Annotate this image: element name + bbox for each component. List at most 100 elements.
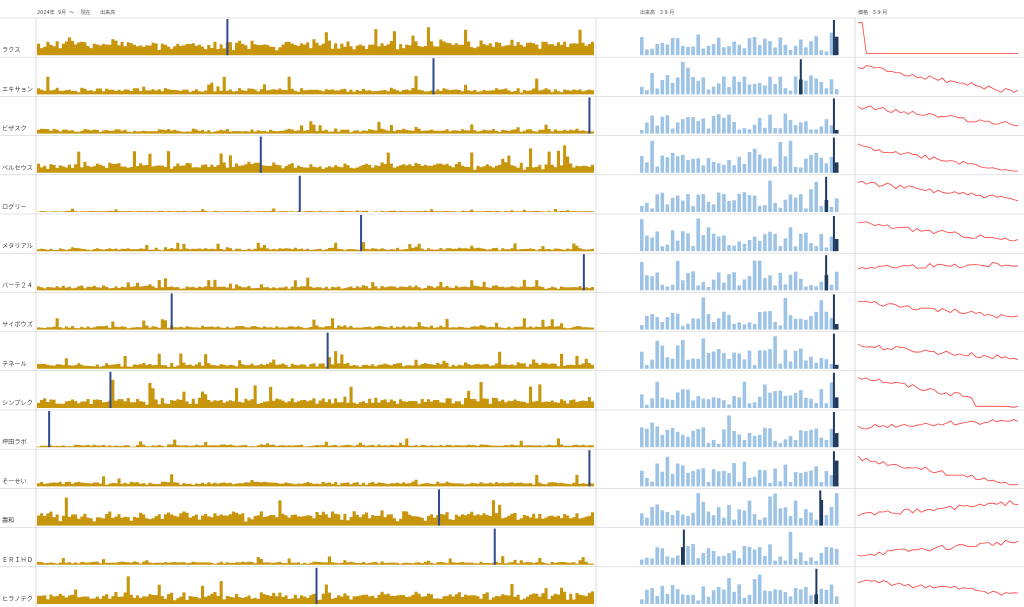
daily-volume-header: 2024年 9月 ～ 現在 出来高: [37, 10, 116, 16]
monthly-volume-bar: [691, 358, 695, 369]
row-label-7: サイボウズ: [2, 321, 33, 329]
price-line: [857, 343, 1019, 361]
monthly-volume-bar: [716, 587, 721, 604]
monthly-volume-bar: [655, 340, 659, 369]
monthly-volume-bar: [742, 510, 747, 526]
monthly-volume-bar: [799, 167, 803, 173]
monthly-volume-bar: [675, 122, 680, 134]
monthly-volume-bar: [763, 350, 767, 369]
monthly-volume-bar: [824, 359, 829, 369]
monthly-volume-bar: [773, 391, 777, 408]
monthly-volume-bar: [814, 519, 818, 526]
monthly-volume-bar: [778, 508, 783, 526]
monthly-volume-bar: [670, 585, 675, 604]
monthly-volume-bar: [650, 237, 654, 252]
monthly-volume-bar: [819, 553, 824, 565]
monthly-volume-bar: [804, 509, 808, 526]
monthly-volume-bar: [660, 345, 665, 369]
monthly-volume-bar: [788, 120, 793, 134]
monthly-volume-bar: [696, 469, 700, 487]
monthly-highlight-bar: [832, 20, 835, 56]
monthly-volume-bar: [645, 428, 649, 448]
monthly-volume-bar: [819, 126, 824, 134]
monthly-volume-bar: [799, 194, 803, 212]
monthly-volume-bar: [829, 364, 834, 369]
monthly-volume-bar: [819, 281, 824, 291]
daily-highlight-bar: [315, 567, 318, 604]
monthly-volume-bar: [757, 350, 762, 369]
monthly-volume-bar: [640, 86, 644, 95]
monthly-volume-bar: [829, 547, 834, 565]
monthly-volume-bar: [819, 233, 824, 252]
monthly-volume-bar: [809, 243, 813, 252]
monthly-volume-bar: [711, 397, 716, 408]
row-label-8: テネール: [2, 361, 27, 368]
monthly-volume-bar: [778, 325, 783, 330]
monthly-volume-bar: [763, 205, 767, 212]
monthly-volume-bar: [829, 157, 834, 173]
monthly-volume-bar: [665, 44, 670, 56]
price-line: [857, 143, 1018, 172]
monthly-volume-bar: [716, 192, 721, 212]
monthly-volume-bar: [773, 285, 777, 291]
monthly-volume-bar: [757, 574, 762, 604]
monthly-volume-bar: [686, 117, 690, 134]
monthly-volume-bar: [701, 165, 706, 173]
monthly-volume-bar: [706, 158, 711, 173]
monthly-volume-bar: [814, 311, 818, 330]
monthly-volume-bar: [681, 465, 685, 487]
monthly-volume-bar: [665, 115, 670, 134]
monthly-volume-bar: [732, 272, 736, 291]
monthly-volume-bar: [670, 230, 675, 252]
monthly-volume-bar: [640, 394, 644, 408]
monthly-volume-bar: [824, 470, 829, 487]
monthly-volume-bar: [829, 382, 834, 408]
monthly-volume-bar: [824, 119, 829, 134]
row-label-3: ベルセウス: [2, 164, 33, 172]
monthly-volume-bar: [732, 76, 736, 95]
daily-volume-area: [37, 121, 594, 134]
monthly-volume-bar: [691, 246, 695, 252]
monthly-volume-bar: [722, 194, 726, 212]
monthly-volume-bar: [732, 519, 736, 526]
price-line: [857, 500, 1019, 517]
price-line: [857, 262, 1019, 270]
monthly-volume-bar: [640, 325, 644, 330]
monthly-volume-bar: [650, 115, 654, 134]
monthly-volume-bar: [824, 163, 829, 173]
daily-volume-area: [37, 379, 594, 408]
monthly-volume-bar: [799, 348, 803, 369]
monthly-volume-bar: [793, 76, 798, 95]
monthly-highlight-bar: [832, 137, 835, 173]
monthly-volume-bar: [793, 318, 798, 330]
monthly-volume-bar: [763, 127, 767, 134]
monthly-volume-bar: [804, 47, 808, 56]
monthly-highlight-bar: [819, 490, 822, 526]
monthly-volume-bar: [747, 546, 752, 565]
monthly-volume-bar: [732, 165, 736, 173]
monthly-volume-bar: [829, 79, 834, 95]
monthly-volume-bar: [696, 34, 700, 56]
daily-volume-area: [37, 242, 594, 252]
monthly-volume-bar: [737, 509, 741, 526]
monthly-volume-bar: [788, 194, 793, 212]
monthly-volume-bar: [773, 493, 777, 526]
monthly-volume-bar: [716, 272, 721, 291]
monthly-volume-bar: [788, 315, 793, 330]
monthly-volume-bar: [696, 358, 700, 369]
monthly-volume-bar: [824, 547, 829, 565]
monthly-volume-bar: [757, 154, 762, 173]
monthly-volume-bar: [706, 442, 711, 448]
monthly-volume-bar: [686, 323, 690, 330]
monthly-volume-bar: [732, 550, 736, 565]
price-line: [857, 579, 1019, 596]
monthly-volume-bar: [686, 273, 690, 291]
monthly-highlight-bar: [682, 529, 685, 565]
monthly-volume-bar: [706, 399, 711, 408]
monthly-volume-bar: [799, 390, 803, 408]
monthly-volume-bar: [742, 597, 747, 604]
monthly-volume-bar: [834, 129, 839, 134]
monthly-volume-bar: [660, 42, 665, 56]
monthly-volume-bar: [650, 588, 654, 604]
